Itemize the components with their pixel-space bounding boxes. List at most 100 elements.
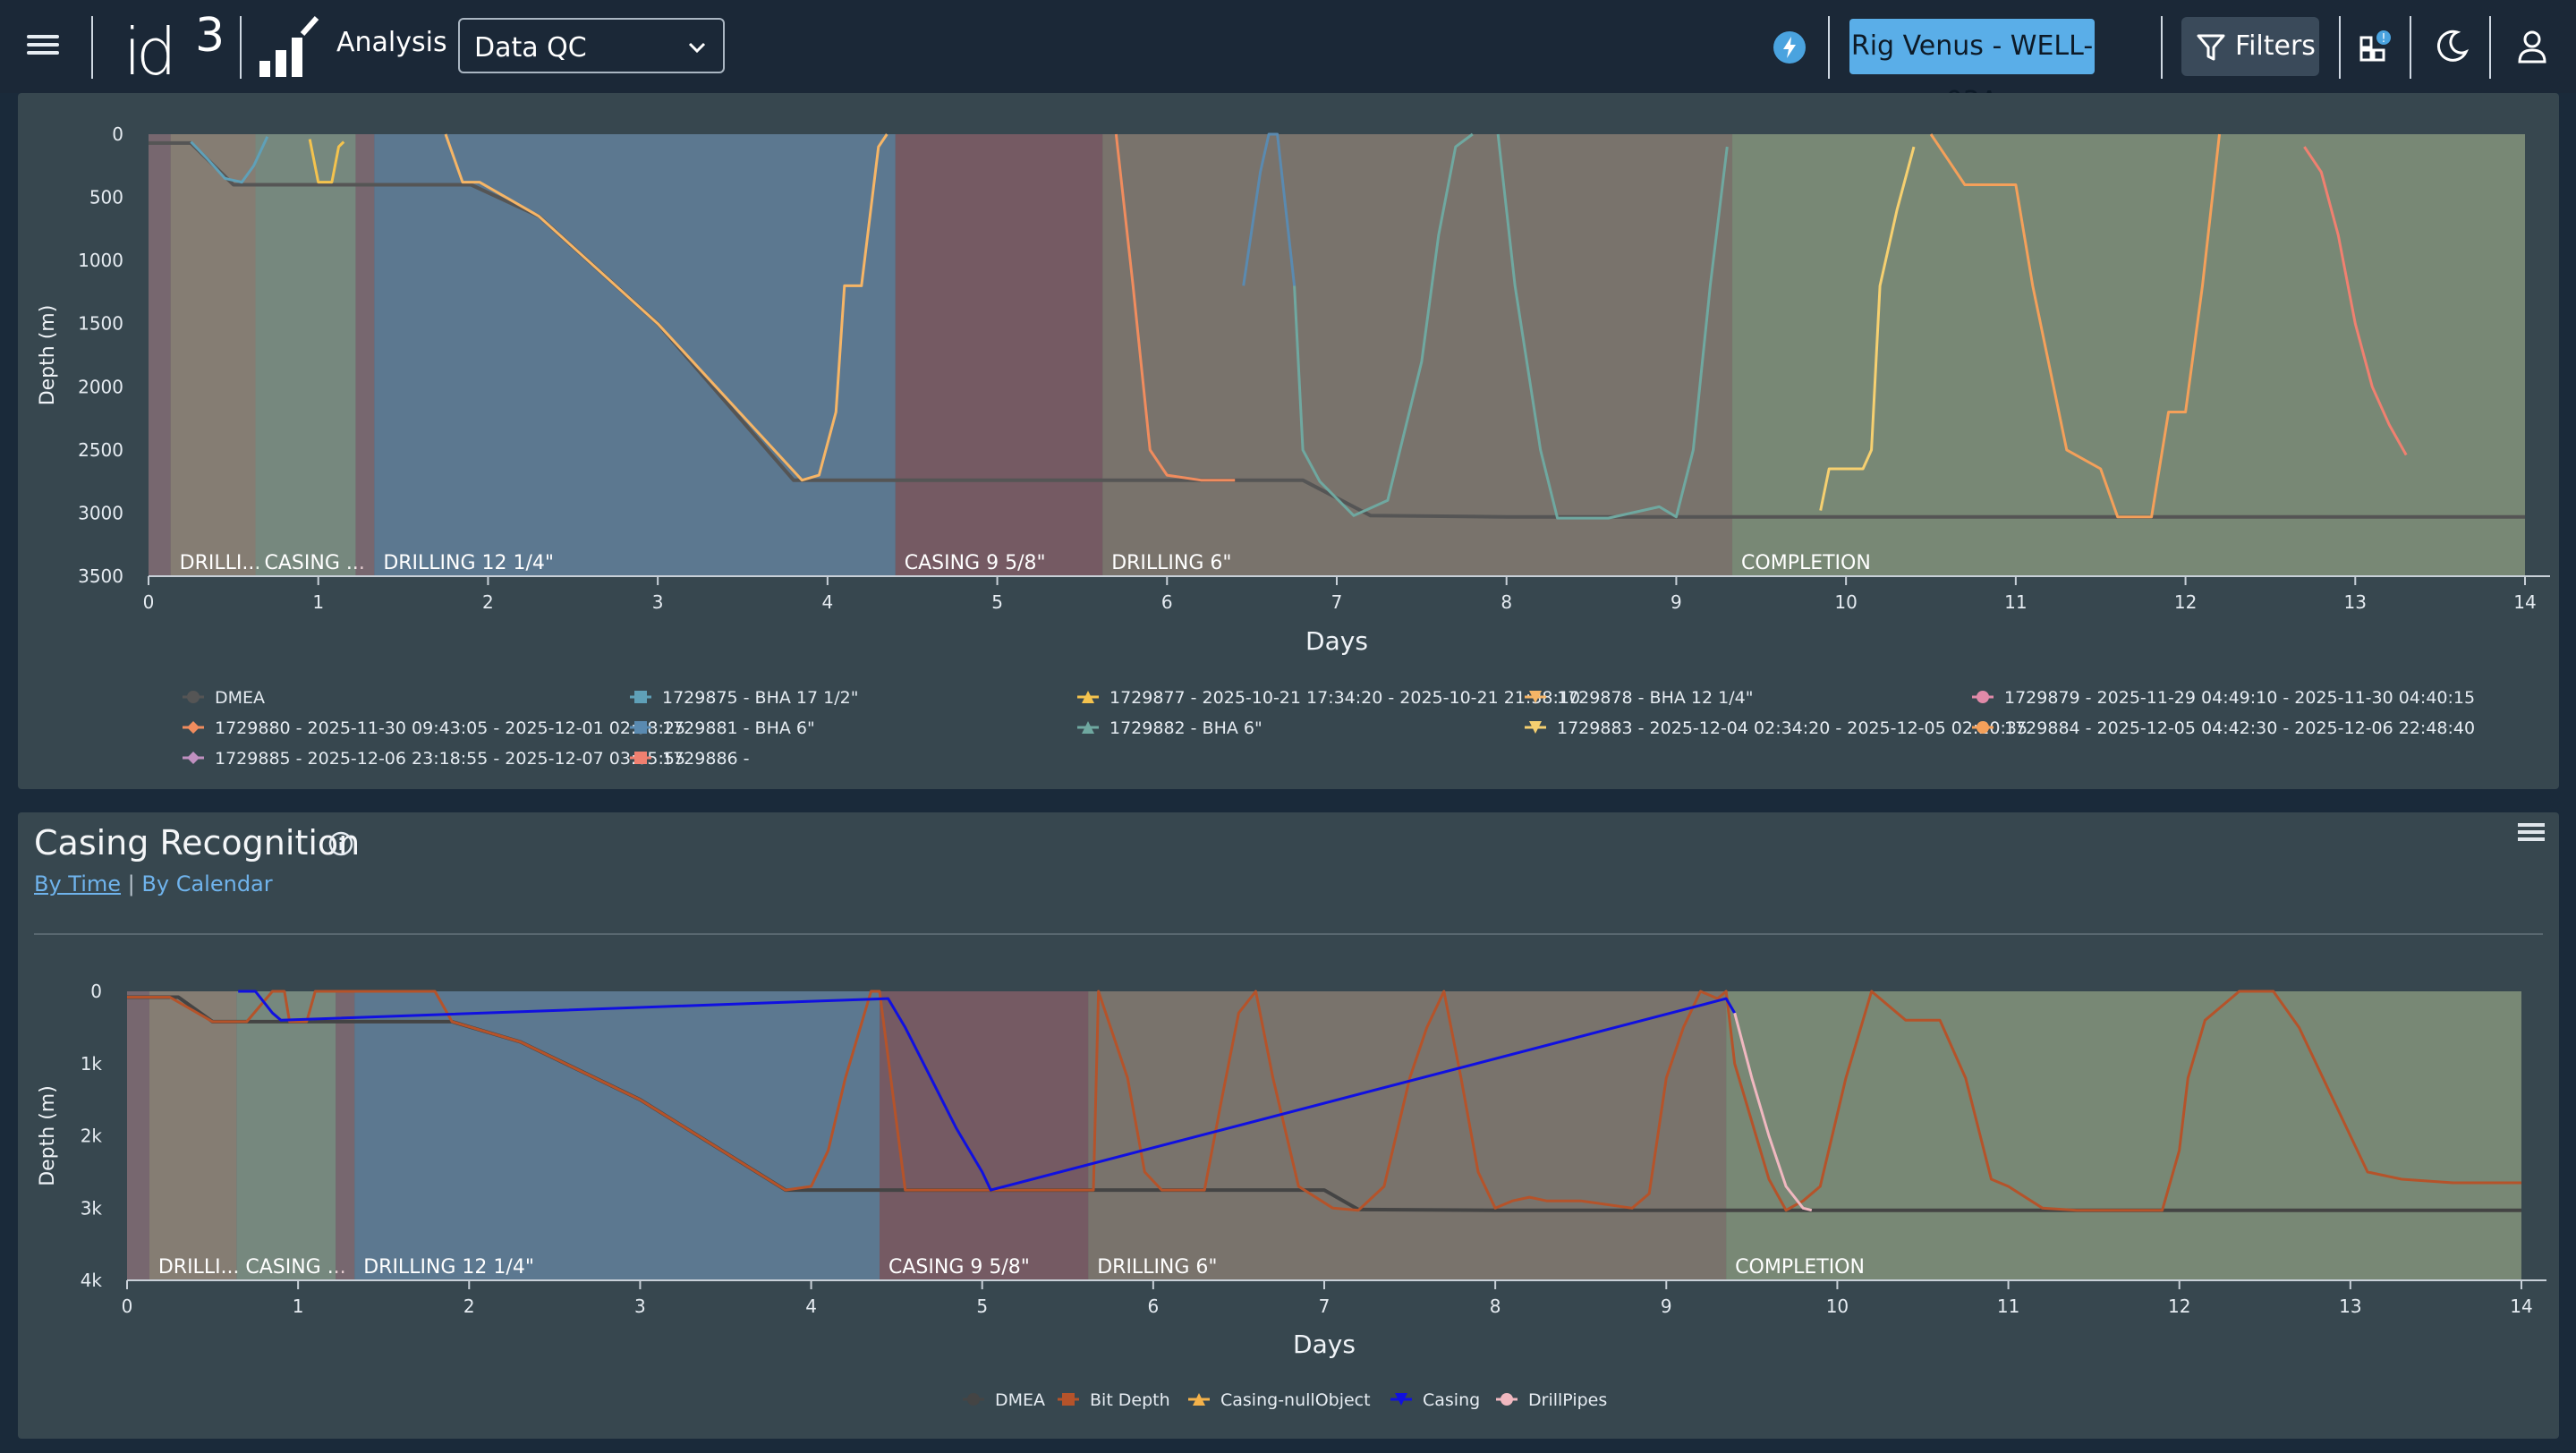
x-tick-label: 4: [805, 1296, 817, 1317]
x-axis-label: Days: [1305, 626, 1368, 656]
panel-title: Casing Recognition: [34, 823, 361, 862]
legend-item: DMEA: [183, 688, 265, 708]
series-line: [308, 139, 345, 184]
x-tick-label: 9: [1661, 1296, 1672, 1317]
series-line: [1733, 1012, 1813, 1212]
legend-label: Casing: [1423, 1390, 1480, 1410]
legend-item: 1729879 - 2025-11-29 04:49:10 - 2025-11-…: [1972, 688, 2475, 708]
phase-label: DRILLI...: [158, 1256, 240, 1279]
x-tick-label: 10: [1834, 591, 1857, 613]
casing-recognition-panel: Casing Recognition By Time | By Calendar…: [18, 812, 2559, 1439]
legend-label: 1729875 - BHA 17 1/2": [662, 688, 858, 708]
time-calendar-toggle: By Time | By Calendar: [34, 871, 273, 896]
legend-marker: [1193, 1393, 1205, 1406]
phase-label: CASING 9 5/8": [888, 1256, 1030, 1279]
phase-band: [354, 991, 880, 1280]
divider: [2161, 16, 2163, 79]
legend-label: 1729884 - 2025-12-05 04:42:30 - 2025-12-…: [2004, 718, 2475, 738]
legend-marker: [634, 721, 647, 734]
y-tick-label: 500: [89, 187, 123, 208]
x-tick-label: 11: [2004, 591, 2027, 613]
legend-item: Casing-nullObject: [1188, 1390, 1371, 1410]
dashboard-icon[interactable]: !: [2359, 29, 2394, 64]
x-tick-label: 13: [2344, 591, 2367, 613]
phase-label: DRILLI...: [180, 552, 261, 574]
legend-marker: [1501, 1393, 1513, 1406]
x-tick-label: 3: [634, 1296, 646, 1317]
filter-icon: [2197, 34, 2225, 61]
series-line: [1819, 146, 1916, 511]
legend-label: 1729879 - 2025-11-29 04:49:10 - 2025-11-…: [2004, 688, 2475, 708]
user-icon[interactable]: [2514, 29, 2550, 64]
series-line: [1114, 133, 1236, 482]
by-time-link[interactable]: By Time: [34, 871, 122, 896]
x-tick-label: 7: [1331, 591, 1343, 613]
y-tick-label: 1500: [78, 313, 123, 335]
legend-marker: [187, 691, 200, 703]
legend-marker: [187, 721, 200, 734]
qc-select[interactable]: Data QC: [458, 18, 725, 73]
x-axis-label: Days: [1293, 1330, 1356, 1359]
rig-select-button[interactable]: Rig Venus - WELL-03A: [1849, 19, 2095, 117]
series-line: [1293, 132, 1474, 517]
x-tick-label: 2: [482, 591, 494, 613]
legend-item: 1729886 -: [630, 749, 750, 769]
hamburger-icon[interactable]: [27, 30, 59, 63]
legend-marker: [1062, 1393, 1075, 1406]
legend-marker: [1529, 691, 1542, 703]
legend-marker: [1977, 691, 1989, 703]
x-tick-label: 10: [1826, 1296, 1849, 1317]
legend-item: DMEA: [963, 1390, 1045, 1410]
legend-label: 1729885 - 2025-12-06 23:18:55 - 2025-12-…: [215, 749, 685, 769]
chart-menu-icon[interactable]: [2518, 823, 2545, 845]
moon-icon[interactable]: [2434, 29, 2470, 64]
legend-label: DMEA: [215, 688, 265, 708]
lightning-icon[interactable]: [1773, 31, 1806, 64]
phase-band: [149, 134, 171, 576]
legend-label: DrillPipes: [1528, 1390, 1607, 1410]
legend-marker: [634, 752, 647, 764]
x-tick-label: 14: [2513, 591, 2536, 613]
phase-label: COMPLETION: [1735, 1256, 1865, 1279]
legend-item: 1729883 - 2025-12-04 02:34:20 - 2025-12-…: [1525, 718, 2028, 738]
logo-text: id: [123, 14, 177, 89]
series-line: [1242, 132, 1297, 286]
chevron-down-icon: [688, 42, 706, 54]
legend-label: 1729881 - BHA 6": [662, 718, 815, 738]
x-tick-label: 1: [293, 1296, 304, 1317]
legend-marker: [187, 752, 200, 764]
y-tick-label: 3000: [78, 502, 123, 523]
legend-marker: [1977, 721, 1989, 734]
x-tick-label: 1: [312, 591, 324, 613]
x-tick-label: 8: [1490, 1296, 1501, 1317]
filters-button[interactable]: Filters: [2181, 17, 2319, 76]
y-tick-label: 2k: [81, 1126, 103, 1147]
legend-label: 1729883 - 2025-12-04 02:34:20 - 2025-12-…: [1557, 718, 2028, 738]
phase-label: DRILLING 6": [1097, 1256, 1217, 1279]
x-tick-label: 4: [821, 591, 833, 613]
info-icon[interactable]: [327, 830, 354, 857]
series-line: [444, 133, 888, 482]
legend-label: 1729878 - BHA 12 1/4": [1557, 688, 1753, 708]
phase-band: [1088, 991, 1727, 1280]
legend-item: Casing: [1390, 1390, 1480, 1410]
x-tick-label: 12: [2174, 591, 2197, 613]
qc-select-value: Data QC: [474, 32, 587, 64]
phase-band: [895, 134, 1103, 576]
nav-separator: |: [127, 871, 135, 896]
phase-label: CASING ...: [265, 552, 365, 574]
depth-chart: DRILLI... CASING ... DRILLING 12 1/4" CASIN…: [37, 123, 2550, 769]
divider: [240, 16, 242, 79]
y-tick-label: 1k: [81, 1053, 103, 1075]
legend-item: 1729884 - 2025-12-05 04:42:30 - 2025-12-…: [1972, 718, 2475, 738]
divider: [2410, 16, 2411, 79]
legend-item: 1729881 - BHA 6": [630, 718, 815, 738]
breadcrumb-analysis[interactable]: Analysis: [336, 27, 447, 58]
legend-marker: [967, 1393, 980, 1406]
x-tick-label: 13: [2339, 1296, 2361, 1317]
phase-band: [255, 134, 356, 576]
by-calendar-link[interactable]: By Calendar: [141, 871, 273, 896]
legend-label: 1729880 - 2025-11-30 09:43:05 - 2025-12-…: [215, 718, 685, 738]
depth-analysis-panel: DRILLI... CASING ... DRILLING 12 1/4" CASIN…: [18, 93, 2559, 789]
series-line: [127, 990, 2521, 1212]
